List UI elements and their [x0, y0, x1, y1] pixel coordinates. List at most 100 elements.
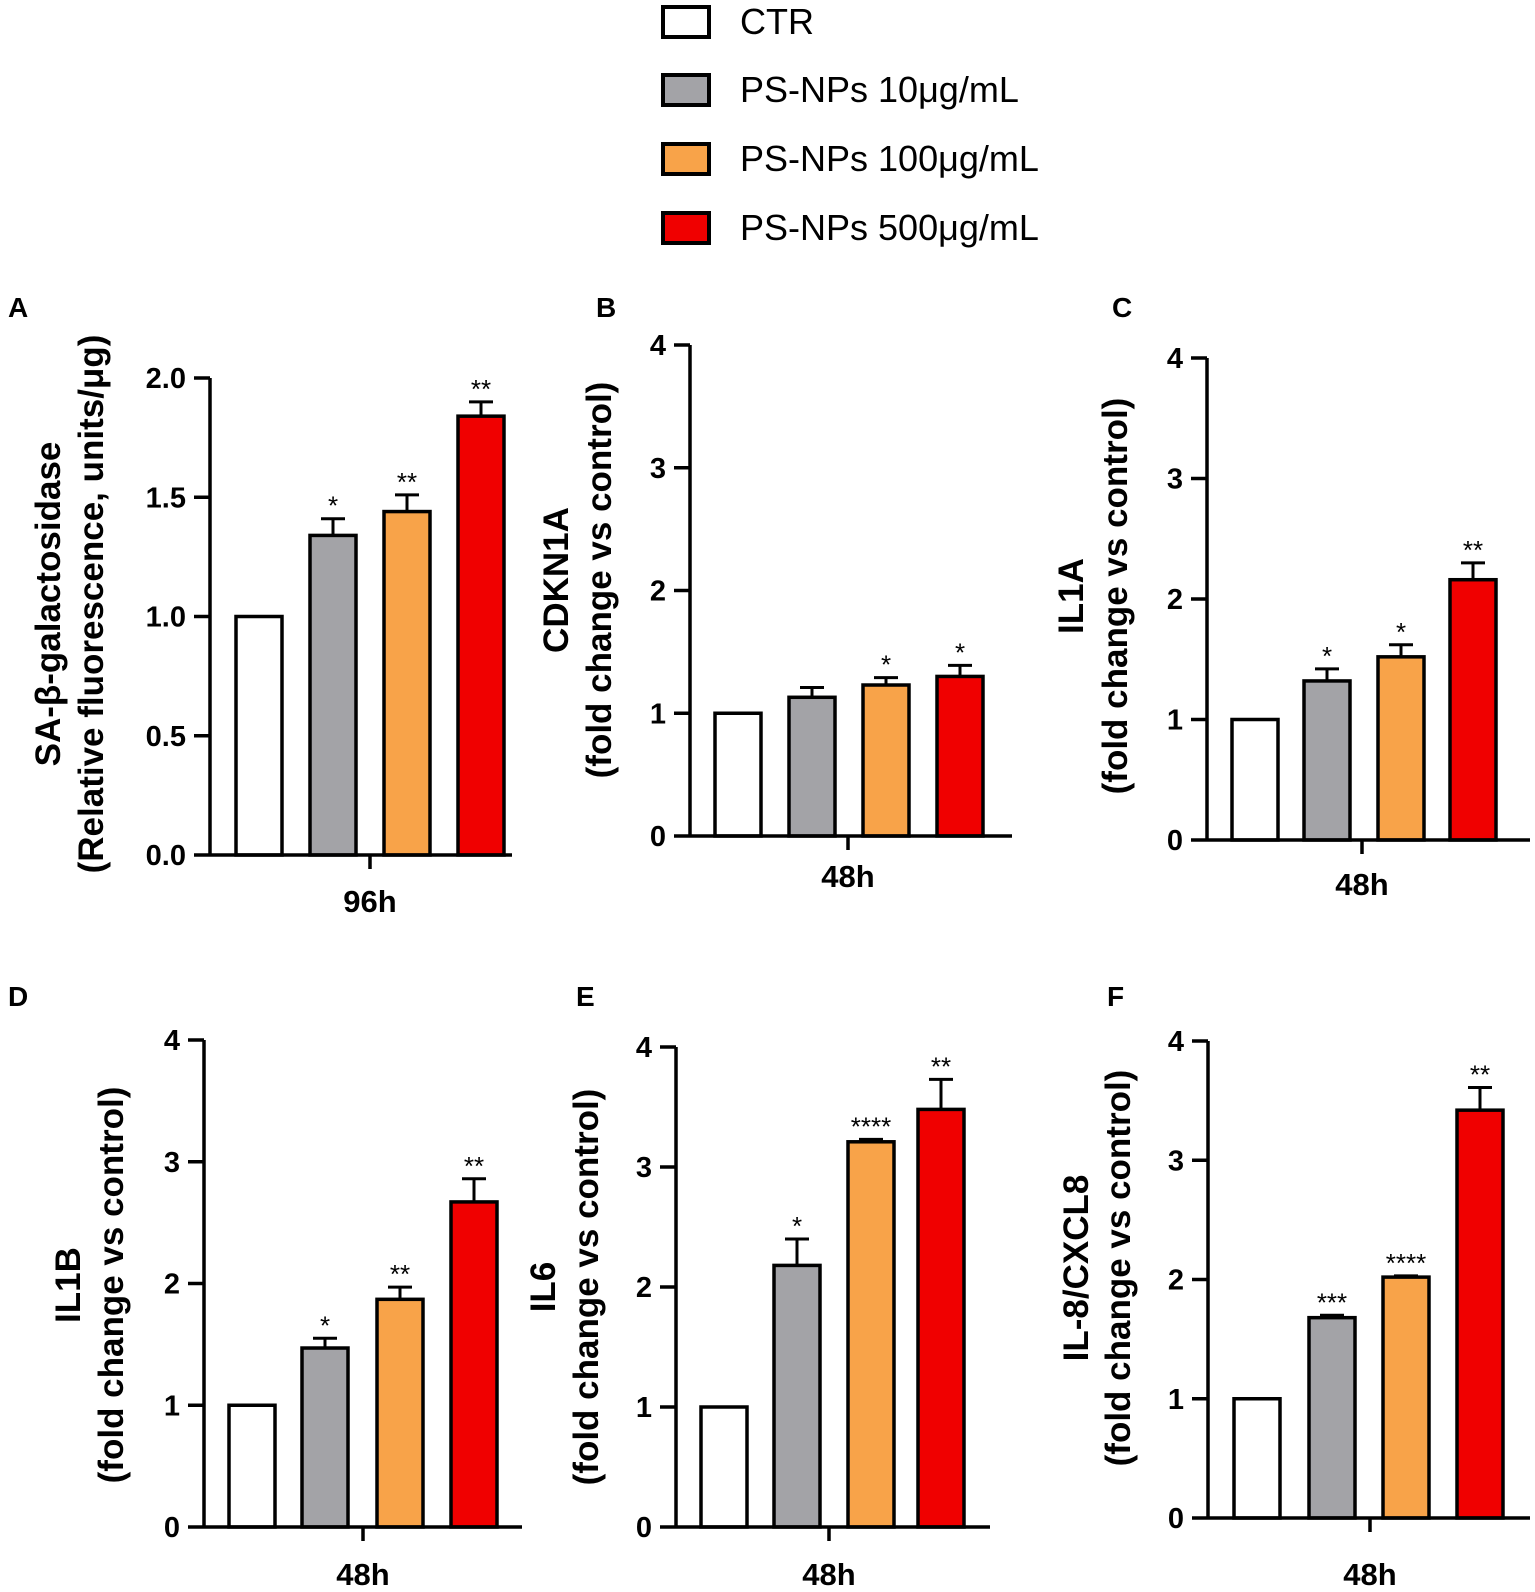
y-axis-label-line1: SA-β-galactosidase: [29, 442, 68, 767]
legend-swatch-ctr: [661, 5, 711, 39]
y-tick-label: 0: [1168, 1503, 1184, 1535]
y-tick-label: 0.5: [146, 721, 186, 753]
bar-ps-nps-100-g-ml: [382, 509, 432, 857]
bar-ps-nps-500-g-ml: [449, 1200, 499, 1529]
bar-ctr: [699, 1405, 749, 1529]
panel-a: A SA-β-galactosidase (Relative fluorescenc…: [8, 292, 512, 919]
y-axis-label-line1: IL-8/CXCL8: [1057, 1175, 1096, 1362]
panel-letter: A: [8, 292, 28, 323]
panels: A SA-β-galactosidase (Relative fluorescenc…: [8, 292, 1530, 1592]
y-tick-label: 1: [1167, 705, 1183, 737]
significance-ps-nps-500-g-ml: **: [471, 374, 491, 404]
significance-ps-nps-500-g-ml: **: [1470, 1060, 1490, 1090]
y-axis-label-line1: IL6: [524, 1262, 563, 1313]
bar-ps-nps-100-g-ml: [375, 1297, 425, 1529]
legend-swatch-ps-nps-500-g-ml: [661, 211, 711, 245]
bar-ps-nps-10-g-ml: [772, 1263, 822, 1529]
bar-ctr: [1230, 717, 1280, 842]
bar-ps-nps-10-g-ml: [300, 1346, 350, 1529]
y-tick-label: 0: [636, 1512, 652, 1544]
y-tick-label: 4: [1168, 1026, 1184, 1058]
significance-ps-nps-10-g-ml: *: [320, 1310, 330, 1340]
y-axis-label-line2: (fold change vs control): [580, 382, 619, 779]
significance-ps-nps-10-g-ml: *: [1322, 641, 1332, 671]
y-tick-label: 3: [164, 1147, 180, 1179]
panel-letter: C: [1112, 292, 1132, 323]
y-axis-label-line1: IL1A: [1052, 558, 1091, 634]
significance-ps-nps-10-g-ml: *: [328, 491, 338, 521]
y-tick-label: 1.5: [146, 482, 186, 514]
y-tick-label: 0: [1167, 825, 1183, 857]
y-tick-label: 0: [164, 1512, 180, 1544]
bar-ps-nps-500-g-ml: [916, 1107, 966, 1529]
significance-ps-nps-500-g-ml: **: [1463, 535, 1483, 565]
bar-ps-nps-500-g-ml: [1448, 577, 1498, 842]
bar-ps-nps-500-g-ml: [1455, 1108, 1505, 1520]
panel-f: FIL-8/CXCL8 (fold change vs control) *****…: [1057, 981, 1530, 1592]
y-tick-label: 3: [1168, 1145, 1184, 1177]
bar-ctr: [234, 614, 284, 857]
bar-ps-nps-10-g-ml: [1302, 679, 1352, 842]
panel-letter: D: [8, 981, 28, 1012]
significance-ps-nps-10-g-ml: *: [792, 1211, 802, 1241]
y-axis-label-line2: (fold change vs control): [92, 1087, 131, 1484]
y-axis-label-line1: IL1B: [49, 1247, 88, 1323]
y-tick-label: 1: [1168, 1384, 1184, 1416]
y-tick-label: 3: [1167, 464, 1183, 496]
y-tick-label: 2: [1168, 1265, 1184, 1297]
y-tick-label: 0.0: [146, 840, 186, 872]
legend-swatch-ps-nps-100-g-ml: [661, 142, 711, 176]
y-tick-label: 1.0: [146, 602, 186, 634]
legend-label-ctr: CTR: [740, 1, 814, 42]
y-tick-label: 4: [164, 1025, 180, 1057]
legend-label-ps-nps-10-g-ml: PS-NPs 10μg/mL: [740, 69, 1019, 110]
x-category-label: 48h: [821, 859, 874, 894]
significance-ps-nps-500-g-ml: **: [464, 1151, 484, 1181]
y-axis-label-line2: (Relative fluorescence, units/μg): [72, 335, 111, 874]
legend-label-ps-nps-100-g-ml: PS-NPs 100μg/mL: [740, 138, 1039, 179]
x-category-label: 48h: [336, 1557, 389, 1592]
y-tick-label: 4: [1167, 343, 1183, 375]
bar-ctr: [227, 1403, 277, 1529]
y-tick-label: 1: [636, 1392, 652, 1424]
significance-ps-nps-100-g-ml: ****: [851, 1111, 891, 1141]
significance-ps-nps-100-g-ml: **: [390, 1259, 410, 1289]
bar-ps-nps-100-g-ml: [1376, 655, 1426, 842]
y-axis-label-line2: (fold change vs control): [1099, 1070, 1138, 1467]
bar-ps-nps-100-g-ml: [861, 683, 911, 838]
y-tick-label: 2: [1167, 584, 1183, 616]
bar-ctr: [713, 711, 763, 838]
y-tick-label: 2: [636, 1272, 652, 1304]
y-tick-label: 3: [650, 453, 666, 485]
panel-letter: F: [1107, 981, 1124, 1012]
bar-ps-nps-10-g-ml: [1307, 1315, 1357, 1520]
y-tick-label: 4: [650, 330, 666, 362]
legend-swatch-ps-nps-10-g-ml: [661, 73, 711, 107]
panel-b: B CDKN1A (fold change vs control) * * 0 1 2 3 4 48…: [537, 292, 1012, 894]
y-tick-label: 1: [164, 1390, 180, 1422]
y-tick-label: 2.0: [146, 363, 186, 395]
legend-label-ps-nps-500-g-ml: PS-NPs 500μg/mL: [740, 207, 1039, 248]
y-axis-label-line2: (fold change vs control): [567, 1089, 606, 1486]
panel-letter: B: [596, 292, 616, 323]
y-axis-label-line1: CDKN1A: [537, 507, 576, 653]
significance-ps-nps-100-g-ml: *: [881, 650, 891, 680]
significance-ps-nps-10-g-ml: ***: [1317, 1287, 1347, 1317]
bar-ctr: [1232, 1397, 1282, 1520]
x-category-label: 48h: [1343, 1557, 1396, 1592]
bar-ps-nps-100-g-ml: [846, 1140, 896, 1529]
y-tick-label: 4: [636, 1032, 652, 1064]
significance-ps-nps-100-g-ml: **: [397, 467, 417, 497]
significance-ps-nps-100-g-ml: ****: [1386, 1248, 1426, 1278]
significance-ps-nps-100-g-ml: *: [1396, 617, 1406, 647]
y-axis-label-line2: (fold change vs control): [1096, 398, 1135, 795]
y-tick-label: 2: [164, 1269, 180, 1301]
bar-ps-nps-500-g-ml: [935, 674, 985, 838]
significance-ps-nps-500-g-ml: *: [955, 637, 965, 667]
x-category-label: 48h: [802, 1557, 855, 1592]
bar-ps-nps-100-g-ml: [1381, 1275, 1431, 1520]
